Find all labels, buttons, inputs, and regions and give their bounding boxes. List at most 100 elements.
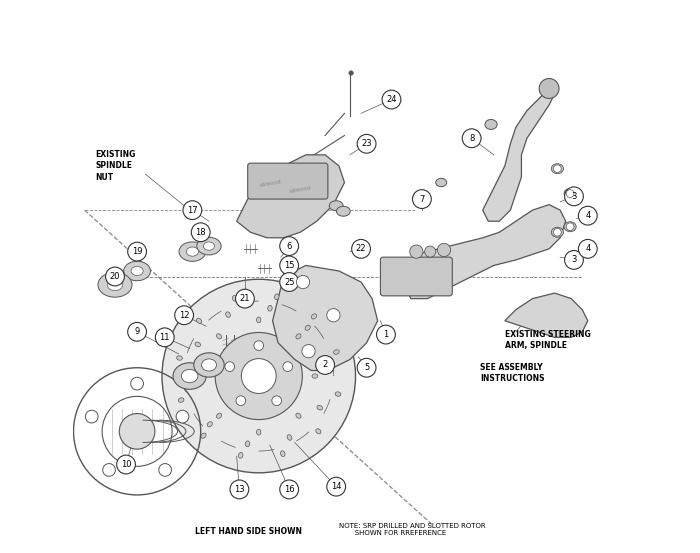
Text: 1: 1: [384, 330, 388, 339]
Text: 17: 17: [187, 206, 197, 215]
Ellipse shape: [194, 353, 224, 377]
Ellipse shape: [197, 319, 202, 324]
Text: 3: 3: [571, 192, 577, 201]
Ellipse shape: [257, 317, 261, 323]
Text: 6: 6: [286, 242, 292, 251]
Circle shape: [183, 201, 202, 220]
Ellipse shape: [178, 398, 184, 403]
Text: 2: 2: [323, 361, 328, 369]
Text: 12: 12: [179, 311, 189, 320]
Circle shape: [85, 410, 98, 423]
Circle shape: [127, 322, 146, 341]
Ellipse shape: [334, 349, 340, 354]
Circle shape: [578, 206, 597, 225]
Circle shape: [566, 190, 574, 197]
Ellipse shape: [124, 261, 150, 281]
Circle shape: [351, 239, 370, 258]
Ellipse shape: [485, 119, 497, 129]
Ellipse shape: [324, 363, 330, 368]
Text: 16: 16: [284, 485, 295, 494]
Ellipse shape: [296, 334, 301, 339]
Ellipse shape: [201, 433, 206, 439]
Ellipse shape: [107, 279, 122, 291]
Circle shape: [106, 267, 125, 286]
Ellipse shape: [296, 413, 301, 418]
Ellipse shape: [564, 222, 576, 232]
Circle shape: [578, 239, 597, 258]
Circle shape: [438, 243, 451, 257]
Text: 19: 19: [132, 247, 142, 256]
Text: 8: 8: [469, 134, 475, 143]
Ellipse shape: [195, 342, 200, 347]
Ellipse shape: [173, 363, 206, 389]
Circle shape: [225, 362, 235, 372]
Circle shape: [254, 341, 264, 351]
Ellipse shape: [552, 164, 564, 174]
Ellipse shape: [335, 392, 341, 397]
Ellipse shape: [564, 189, 576, 199]
Text: 14: 14: [331, 482, 342, 491]
Ellipse shape: [552, 227, 564, 237]
Text: 24: 24: [386, 95, 397, 104]
Ellipse shape: [181, 369, 198, 383]
Text: 7: 7: [419, 195, 425, 204]
Text: SEE ASSEMBLY
INSTRUCTIONS: SEE ASSEMBLY INSTRUCTIONS: [480, 363, 545, 383]
Circle shape: [175, 306, 193, 325]
Circle shape: [565, 187, 583, 206]
Text: 4: 4: [585, 244, 590, 253]
Text: 9: 9: [134, 327, 140, 336]
Text: 13: 13: [234, 485, 245, 494]
Ellipse shape: [188, 384, 194, 389]
FancyBboxPatch shape: [380, 257, 452, 296]
Circle shape: [176, 410, 189, 423]
Circle shape: [131, 377, 144, 390]
Ellipse shape: [131, 267, 144, 275]
Text: 22: 22: [356, 244, 366, 253]
Circle shape: [462, 129, 481, 148]
Circle shape: [191, 223, 210, 242]
Circle shape: [349, 71, 354, 75]
Text: 5: 5: [364, 363, 369, 372]
Circle shape: [280, 273, 299, 291]
Text: 10: 10: [121, 460, 132, 469]
Circle shape: [539, 79, 559, 98]
Text: LEFT HAND SIDE SHOWN: LEFT HAND SIDE SHOWN: [195, 528, 302, 536]
Text: 18: 18: [195, 228, 206, 237]
Ellipse shape: [329, 201, 343, 211]
Ellipse shape: [337, 206, 350, 216]
Text: NOTE: SRP DRILLED AND SLOTTED ROTOR
       SHOWN FOR RREFERENCE: NOTE: SRP DRILLED AND SLOTTED ROTOR SHOW…: [339, 523, 486, 536]
Polygon shape: [405, 205, 566, 299]
Ellipse shape: [199, 374, 206, 378]
Text: wilwood: wilwood: [258, 179, 281, 188]
Circle shape: [327, 477, 346, 496]
Ellipse shape: [317, 405, 323, 410]
Circle shape: [215, 332, 302, 420]
Ellipse shape: [232, 295, 237, 301]
Circle shape: [280, 480, 299, 499]
Circle shape: [296, 275, 309, 289]
Ellipse shape: [312, 314, 316, 319]
Circle shape: [280, 256, 299, 275]
Circle shape: [357, 358, 376, 377]
Polygon shape: [505, 293, 588, 337]
Circle shape: [162, 279, 356, 473]
Circle shape: [119, 414, 155, 449]
Ellipse shape: [176, 356, 183, 360]
Circle shape: [235, 289, 254, 308]
Circle shape: [425, 246, 435, 257]
Ellipse shape: [186, 247, 199, 256]
Text: 4: 4: [585, 211, 590, 220]
Circle shape: [554, 228, 561, 236]
Circle shape: [241, 359, 276, 394]
Circle shape: [410, 245, 423, 258]
Circle shape: [103, 463, 116, 476]
Polygon shape: [237, 155, 344, 238]
Ellipse shape: [435, 178, 447, 186]
FancyBboxPatch shape: [248, 163, 328, 199]
Ellipse shape: [268, 305, 272, 311]
Ellipse shape: [197, 237, 221, 255]
Text: 11: 11: [160, 333, 170, 342]
Circle shape: [236, 396, 246, 405]
Circle shape: [316, 356, 335, 374]
Ellipse shape: [316, 429, 321, 434]
